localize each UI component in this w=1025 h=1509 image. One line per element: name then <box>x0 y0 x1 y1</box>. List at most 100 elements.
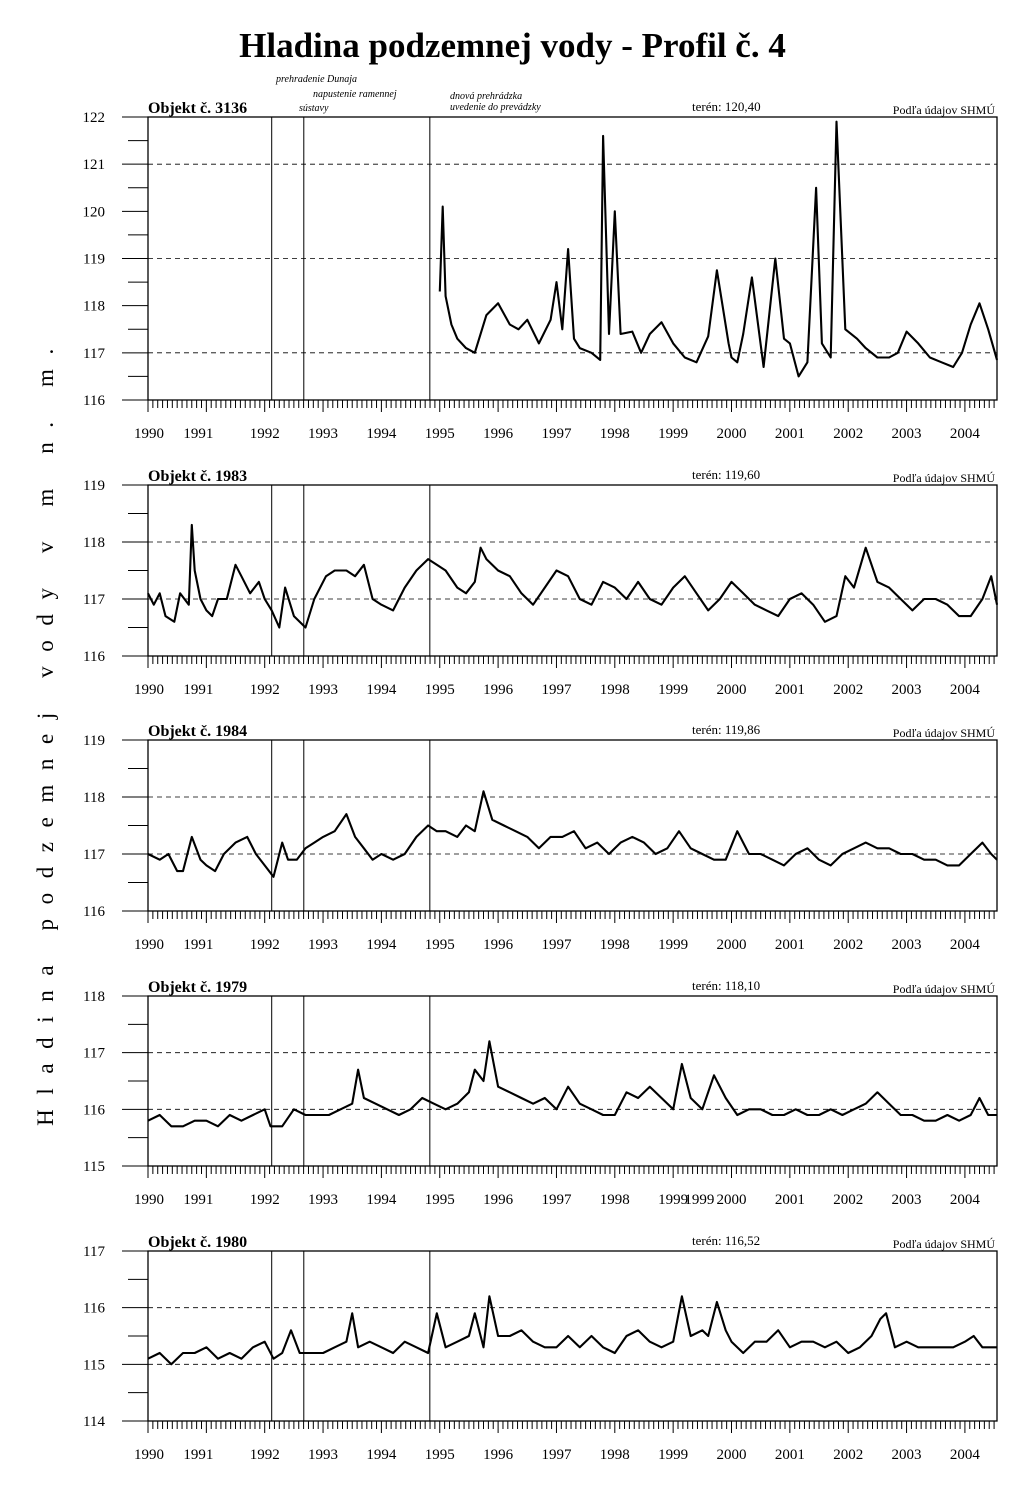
x-tick-label: 2002 <box>833 1447 863 1463</box>
x-tick-label: 2003 <box>892 682 922 698</box>
x-tick-label: 1992 <box>250 426 280 442</box>
x-tick-label: 1997 <box>541 1192 572 1208</box>
x-tick-label: 1991 <box>183 1192 213 1208</box>
x-tick-label: 2001 <box>775 937 805 953</box>
x-tick-label: 1993 <box>308 937 338 953</box>
y-tick-label: 118 <box>83 299 105 315</box>
plot-frame <box>147 484 998 657</box>
x-tick-label: 1996 <box>483 1447 514 1463</box>
panel-terrain-label: terén: 119,86 <box>692 722 761 737</box>
x-tick-label: 2002 <box>833 426 863 442</box>
x-tick-label: 1995 <box>425 937 455 953</box>
x-tick-label: 2000 <box>717 1447 747 1463</box>
page-title: Hladina podzemnej vody - Profil č. 4 <box>239 26 786 65</box>
x-tick-label: 1995 <box>425 426 455 442</box>
x-tick-label: 1991 <box>183 426 213 442</box>
x-tick-label: 2002 <box>833 937 863 953</box>
panel-2: 116 117 118 119 1990 1991 1992 1993 1994 1995 1996… <box>83 467 999 698</box>
x-tick-label: 2004 <box>950 682 981 698</box>
y-tick-label: 115 <box>83 1357 105 1373</box>
x-tick-label: 1992 <box>250 682 280 698</box>
y-tick-label: 116 <box>83 904 105 920</box>
x-tick-label: 2000 <box>717 682 747 698</box>
x-tick-label: 1997 <box>541 682 572 698</box>
plot-frame <box>147 995 998 1167</box>
x-tick-label: 2000 <box>717 426 747 442</box>
series-line <box>438 120 999 378</box>
x-tick-label: 2004 <box>950 426 981 442</box>
event-label: dnová prehrádzka <box>450 91 522 102</box>
y-tick-label: 116 <box>83 1102 105 1118</box>
panel-4: 115 116 117 118 1990 1991 1992 1993 1994 1995 1996… <box>83 978 998 1208</box>
x-tick-label: 1993 <box>308 1192 338 1208</box>
panel-1: 116 117 118 119 120 121 122 1990 1991 1992 1993 199… <box>83 99 999 442</box>
x-tick-label: 2002 <box>833 1192 863 1208</box>
x-tick-label: 1995 <box>425 682 455 698</box>
panel-5: 114 115 116 117 1990 1991 1992 1993 1994 1995 1996… <box>83 1233 998 1463</box>
x-tick-label: 2001 <box>775 1192 805 1208</box>
x-tick-label: 1999 <box>658 1447 688 1463</box>
panel-3: 116 117 118 119 1990 1991 1992 1993 1994 1995 1996… <box>83 722 998 953</box>
event-label: uvedenie do prevádzky <box>450 102 541 113</box>
y-tick-label: 117 <box>83 1244 105 1260</box>
panel-object-label: Objekt č. 3136 <box>148 100 247 117</box>
event-labels: prehradenie Dunaja napustenie ramennej sús… <box>275 74 541 114</box>
x-tick-label: 2004 <box>950 937 981 953</box>
x-tick-label: 1999 <box>658 426 688 442</box>
x-tick-label: 2001 <box>775 682 805 698</box>
y-tick-label: 116 <box>83 1301 105 1317</box>
x-tick-label: 2004 <box>950 1447 981 1463</box>
event-label: prehradenie Dunaja <box>275 74 357 85</box>
x-tick-label: 2002 <box>833 682 863 698</box>
y-tick-label: 119 <box>83 478 105 494</box>
x-tick-label: 1991 <box>183 682 213 698</box>
x-tick-label: 1993 <box>308 682 338 698</box>
x-tick-label: 1992 <box>250 1192 280 1208</box>
series-line <box>147 790 998 878</box>
x-tick-label: 1991 <box>183 937 213 953</box>
plot-frame <box>147 739 998 912</box>
x-tick-label: 1999 <box>658 1192 688 1208</box>
panel-source-label: Podľa údajov SHMÚ <box>893 726 996 740</box>
x-tick-label: 1994 <box>366 426 397 442</box>
x-tick-label: 1998 <box>600 1447 630 1463</box>
panel-object-label: Objekt č. 1983 <box>148 468 247 485</box>
event-label: napustenie ramennej <box>313 89 397 100</box>
x-tick-label: 1994 <box>366 1192 397 1208</box>
x-tick-label: 1990 <box>134 1192 164 1208</box>
x-tick-label: 1990 <box>134 682 164 698</box>
x-tick-label: 1996 <box>483 1192 514 1208</box>
x-tick-label: 1998 <box>600 682 630 698</box>
x-tick-label: 1995 <box>425 1192 455 1208</box>
x-tick-label: 1998 <box>600 937 630 953</box>
y-tick-label: 119 <box>83 733 105 749</box>
x-tick-label: 1999 <box>658 937 688 953</box>
panel-terrain-label: terén: 119,60 <box>692 467 760 482</box>
x-tick-label: 2003 <box>892 426 922 442</box>
x-tick-label: 2001 <box>775 1447 805 1463</box>
x-tick-label: 1992 <box>250 1447 280 1463</box>
y-tick-label: 118 <box>83 535 105 551</box>
panel-source-label: Podľa údajov SHMÚ <box>893 103 996 117</box>
x-tick-label: 1996 <box>483 426 514 442</box>
y-tick-label: 116 <box>83 393 105 409</box>
x-tick-label: 2004 <box>950 1192 981 1208</box>
x-tick-label: 1999 <box>684 1192 714 1208</box>
x-tick-label: 1995 <box>425 1447 455 1463</box>
x-tick-label: 1993 <box>308 426 338 442</box>
x-tick-label: 2003 <box>892 1447 922 1463</box>
y-tick-label: 117 <box>83 847 105 863</box>
x-tick-label: 1990 <box>134 1447 164 1463</box>
panel-source-label: Podľa údajov SHMÚ <box>893 1237 996 1251</box>
panel-object-label: Objekt č. 1984 <box>148 723 247 740</box>
y-tick-label: 118 <box>83 989 105 1005</box>
series-line <box>147 1295 997 1366</box>
x-tick-label: 1998 <box>600 1192 630 1208</box>
x-tick-label: 1996 <box>483 937 514 953</box>
x-tick-label: 1994 <box>366 937 397 953</box>
y-tick-label: 117 <box>83 346 105 362</box>
x-tick-label: 1997 <box>541 426 572 442</box>
x-tick-label: 1994 <box>366 1447 397 1463</box>
x-tick-label: 2000 <box>717 937 747 953</box>
panel-terrain-label: terén: 118,10 <box>692 978 760 993</box>
